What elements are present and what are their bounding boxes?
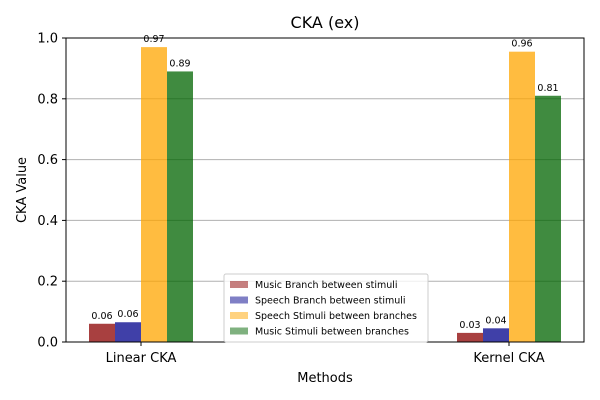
legend-label: Music Stimuli between branches xyxy=(255,327,409,338)
bar xyxy=(509,51,535,343)
legend: Music Branch between stimuli Speech Branc… xyxy=(223,273,429,343)
bar xyxy=(483,328,509,342)
bar xyxy=(167,71,193,342)
legend-swatch xyxy=(230,312,248,319)
data-label: 0.06 xyxy=(91,311,112,322)
data-label: 0.06 xyxy=(117,309,138,320)
chart-title: CKA (ex) xyxy=(291,13,360,32)
legend-label: Speech Stimuli between branches xyxy=(255,311,417,322)
data-label: 0.97 xyxy=(143,34,164,45)
legend-frame xyxy=(223,273,429,343)
data-label: 0.89 xyxy=(169,58,190,69)
x-tick-label: Linear CKA xyxy=(106,351,177,366)
x-axis-label: Methods xyxy=(297,371,353,386)
bar xyxy=(115,322,141,342)
y-axis-label: CKA Value xyxy=(15,157,30,223)
data-label: 0.96 xyxy=(511,39,532,50)
bars xyxy=(89,47,561,343)
data-label: 0.04 xyxy=(485,315,506,326)
bar xyxy=(535,95,561,342)
bar xyxy=(457,332,483,342)
y-axis-ticks: 0.0 0.2 0.4 0.6 0.8 1.0 xyxy=(37,32,66,351)
bar xyxy=(141,47,167,343)
x-axis-ticks: Linear CKA Kernel CKA xyxy=(106,342,545,366)
y-tick-label: 0.8 xyxy=(37,92,58,107)
legend-swatch xyxy=(230,327,248,335)
y-tick-label: 1.0 xyxy=(37,32,58,47)
y-tick-label: 0.2 xyxy=(37,275,58,290)
legend-label: Music Branch between stimuli xyxy=(255,280,398,291)
data-labels: 0.06 0.03 0.06 0.04 0.97 0.96 0.89 0.81 xyxy=(91,34,558,331)
y-tick-label: 0.6 xyxy=(37,153,58,168)
y-tick-label: 0.4 xyxy=(37,214,58,229)
legend-label: Speech Branch between stimuli xyxy=(255,296,406,307)
legend-swatch xyxy=(230,281,248,288)
bar xyxy=(89,323,115,342)
data-label: 0.03 xyxy=(459,320,480,331)
y-tick-label: 0.0 xyxy=(37,336,58,351)
data-label: 0.81 xyxy=(537,83,558,94)
x-tick-label: Kernel CKA xyxy=(473,351,544,366)
legend-swatch xyxy=(230,296,248,304)
